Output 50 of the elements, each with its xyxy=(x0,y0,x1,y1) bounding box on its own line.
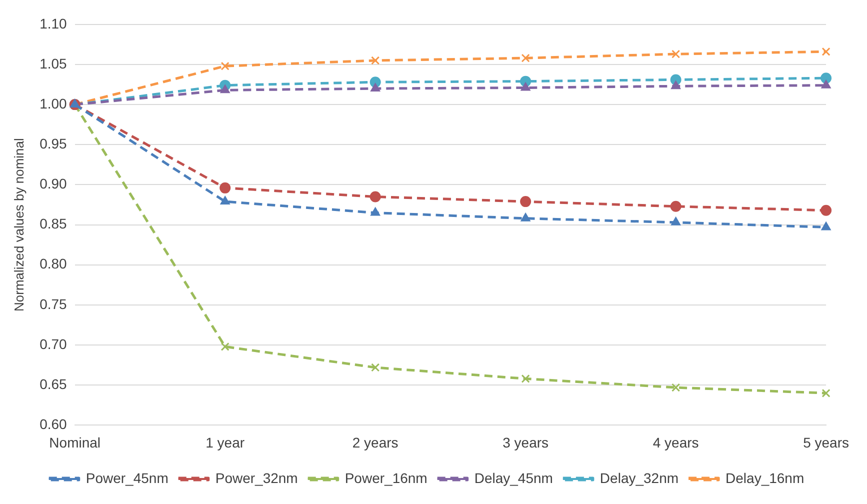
x-tick-label: 4 years xyxy=(652,434,699,450)
y-tick-label: 0.70 xyxy=(40,336,68,352)
point xyxy=(670,216,681,226)
point xyxy=(670,80,681,90)
point xyxy=(220,182,231,194)
x-tick-label: 5 years xyxy=(803,434,850,450)
point xyxy=(370,83,380,92)
legend-label: Delay_32nm xyxy=(600,470,679,486)
point xyxy=(220,342,230,351)
legend-label: Delay_16nm xyxy=(726,470,804,486)
point xyxy=(820,72,832,84)
point xyxy=(822,388,830,398)
x-tick-label: 3 years xyxy=(502,434,549,450)
y-tick-label: 0.75 xyxy=(40,296,68,312)
point xyxy=(821,80,831,88)
legend-label: Delay_45nm xyxy=(474,470,553,486)
y-tick-label: 1.10 xyxy=(40,15,68,32)
point xyxy=(370,191,381,202)
point xyxy=(220,62,230,70)
point xyxy=(371,56,380,65)
point xyxy=(520,212,530,222)
point xyxy=(371,363,380,372)
x-tick-label: 2 years xyxy=(352,434,398,450)
y-axis-title: Normalized values by nominal xyxy=(11,138,26,312)
legend-label: Power_45nm xyxy=(86,470,168,486)
point xyxy=(820,204,832,216)
point xyxy=(521,374,530,383)
legend-label: Power_32nm xyxy=(215,470,298,486)
y-tick-label: 0.60 xyxy=(40,416,68,432)
point xyxy=(821,222,831,230)
y-tick-label: 0.95 xyxy=(40,136,68,152)
point xyxy=(520,82,530,91)
point xyxy=(521,54,530,62)
point xyxy=(220,84,230,94)
point xyxy=(670,200,682,212)
point xyxy=(220,196,230,205)
y-tick-label: 1.05 xyxy=(40,55,68,72)
point xyxy=(822,47,830,56)
y-tick-label: 0.90 xyxy=(40,176,68,192)
y-tick-label: 0.80 xyxy=(40,256,68,272)
x-tick-label: Nominal xyxy=(49,434,101,450)
legend-label: Power_16nm xyxy=(344,470,428,486)
y-tick-label: 0.85 xyxy=(40,216,68,232)
point xyxy=(520,196,532,208)
point xyxy=(672,383,680,392)
y-tick-label: 0.65 xyxy=(40,376,68,392)
y-tick-label: 1.00 xyxy=(40,95,68,112)
point xyxy=(370,207,380,216)
point xyxy=(672,50,680,58)
x-tick-label: 1 year xyxy=(206,434,245,450)
